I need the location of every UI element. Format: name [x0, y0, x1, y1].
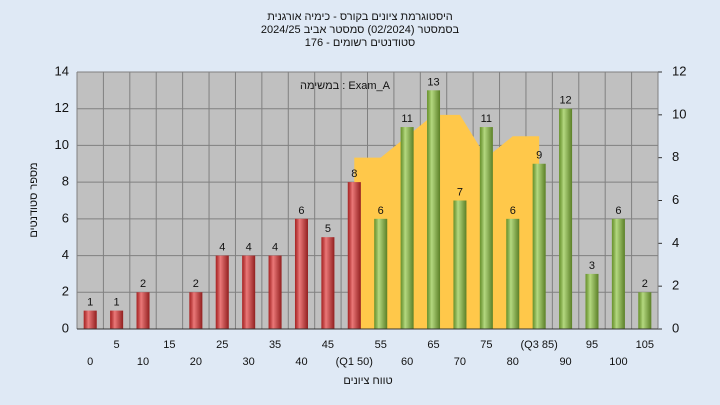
value-label: 1 [87, 297, 93, 309]
x-tick-label: 60 [401, 356, 413, 368]
bar-shade [506, 218, 520, 329]
y-tick-label: 0 [62, 320, 69, 335]
bar-shade [400, 127, 414, 329]
bar-shade [559, 108, 573, 329]
y2-tick-label: 8 [672, 149, 679, 164]
title-line: סטודנטים רשומים - 176 [305, 37, 416, 49]
x-tick-label: 90 [559, 356, 571, 368]
value-label: 6 [615, 205, 621, 217]
value-label: 6 [510, 205, 516, 217]
bar-shade [347, 182, 361, 329]
bar-shade [294, 218, 308, 329]
value-label: 2 [140, 278, 146, 290]
bar-shade [374, 218, 388, 329]
x-tick-label: 100 [609, 356, 627, 368]
value-label: 6 [378, 205, 384, 217]
bar-shade [83, 310, 97, 329]
x-tick-label: 20 [190, 356, 202, 368]
y-tick-label: 6 [62, 210, 69, 225]
y-tick-label: 4 [62, 247, 69, 262]
x-tick-label: 40 [295, 356, 307, 368]
bar-shade [321, 237, 335, 329]
value-label: 6 [298, 205, 304, 217]
value-label: 1 [114, 297, 120, 309]
x-tick-label: 0 [87, 356, 93, 368]
x-tick-label: 105 [636, 339, 654, 351]
y-tick-label: 2 [62, 284, 69, 299]
x-tick-label: 25 [216, 339, 228, 351]
x-tick-label: 10 [137, 356, 149, 368]
value-label: 4 [219, 241, 225, 253]
bar-shade [453, 200, 467, 329]
x-tick-label: 15 [163, 339, 175, 351]
y2-tick-label: 4 [672, 235, 679, 250]
value-label: 4 [272, 241, 278, 253]
x-tick-label: 80 [507, 356, 519, 368]
value-label: 13 [427, 76, 439, 88]
y-axis-label: מספר סטודנטים [28, 162, 40, 237]
x-tick-label: (Q1 50) [336, 356, 373, 368]
value-label: 5 [325, 223, 331, 235]
bar-shade [136, 292, 150, 329]
bar-shade [268, 255, 282, 329]
bar-shade [611, 218, 625, 329]
value-label: 8 [351, 168, 357, 180]
y2-tick-label: 2 [672, 278, 679, 293]
y2-tick-label: 0 [672, 320, 679, 335]
bar-shade [189, 292, 203, 329]
y2-tick-label: 12 [672, 63, 686, 78]
y-tick-label: 14 [55, 63, 69, 78]
value-label: 2 [642, 278, 648, 290]
y-tick-label: 10 [55, 137, 69, 152]
bar-shade [532, 163, 546, 329]
area [354, 114, 540, 329]
y2-tick-label: 10 [672, 106, 686, 121]
value-label: 12 [559, 95, 571, 107]
x-tick-label: 75 [480, 339, 492, 351]
bar-shade [585, 273, 599, 329]
value-label: 11 [401, 113, 412, 125]
x-tick-label: 55 [375, 339, 387, 351]
x-tick-label: 45 [322, 339, 334, 351]
x-tick-label: (Q3 85) [521, 339, 558, 351]
x-tick-label: 95 [586, 339, 598, 351]
x-tick-label: 65 [427, 339, 439, 351]
bar-shade [215, 255, 229, 329]
y-tick-label: 12 [55, 100, 69, 115]
y2-tick-label: 6 [672, 192, 679, 207]
bar-shade [638, 292, 652, 329]
value-label: 9 [536, 150, 542, 162]
x-tick-label: 70 [454, 356, 466, 368]
title-line: היסטוגרמת ציונים בקורס - כימיה אורגנית [267, 11, 453, 23]
y-tick-label: 8 [62, 174, 69, 189]
x-tick-label: 30 [243, 356, 255, 368]
x-axis-label: טווח ציונים [343, 375, 392, 387]
x-tick-label: 5 [114, 339, 120, 351]
bar-shade [242, 255, 256, 329]
bar-shade [479, 127, 493, 329]
value-label: 2 [193, 278, 199, 290]
annotation: במשימה : Exam_A [300, 80, 391, 92]
value-label: 11 [481, 113, 492, 125]
bar-shade [427, 90, 441, 329]
title-line: בסמסטר (02/2024) סמסטר אביב 2024/25 [261, 24, 460, 36]
value-label: 4 [246, 241, 252, 253]
value-label: 7 [457, 186, 463, 198]
value-label: 3 [589, 260, 595, 272]
bar-shade [110, 310, 124, 329]
x-tick-label: 35 [269, 339, 281, 351]
